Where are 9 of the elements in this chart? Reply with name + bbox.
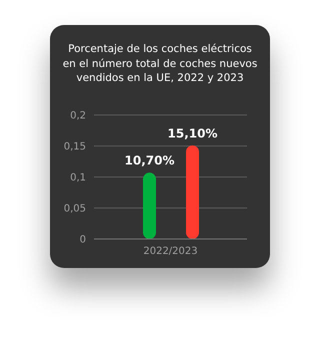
y-tick-label: 0 <box>80 234 86 246</box>
y-tick-label: 0,1 <box>70 172 86 184</box>
x-tick-label: 2022/2023 <box>143 246 198 258</box>
data-label: 15,10% <box>168 126 218 140</box>
chart-title: Porcentaje de los coches eléctricos en el número total de coches nuevos vendidos en la UE, 2022 y 2023 <box>62 42 258 86</box>
data-label: 10,70% <box>124 154 174 168</box>
y-tick-label: 0,05 <box>64 204 86 215</box>
y-tick-label: 0,2 <box>70 110 86 122</box>
y-tick-label: 0,15 <box>64 142 86 153</box>
